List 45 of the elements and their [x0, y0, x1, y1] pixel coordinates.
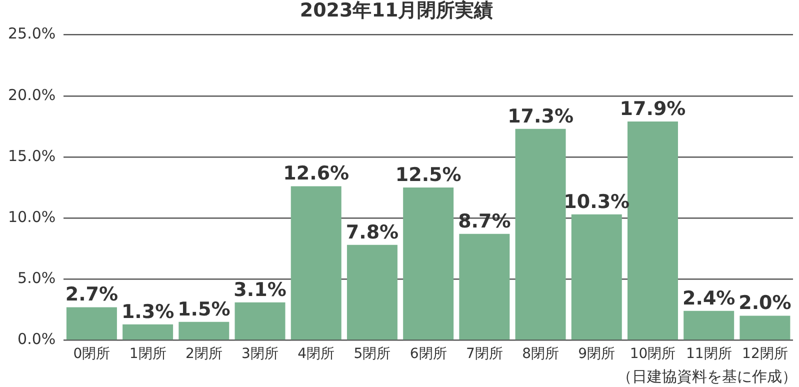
- bar: [740, 316, 790, 340]
- bar: [403, 188, 454, 340]
- bar: [571, 214, 622, 340]
- data-label: 12.6%: [283, 162, 350, 185]
- bar: [515, 128, 566, 340]
- chart-title: 2023年11月閉所実績: [300, 0, 494, 22]
- x-tick-label: 2閉所: [185, 346, 222, 362]
- x-tick-label: 10閉所: [630, 346, 676, 362]
- bar: [66, 307, 117, 340]
- x-tick-label: 4閉所: [298, 346, 335, 362]
- bar: [234, 302, 286, 340]
- y-tick-label: 20.0%: [8, 86, 56, 104]
- data-label: 12.5%: [395, 164, 462, 186]
- x-tick-label: 0閉所: [73, 346, 110, 362]
- bar: [346, 244, 398, 340]
- bar: [459, 234, 510, 340]
- x-tick-label: 11閉所: [686, 346, 732, 362]
- data-label: 7.8%: [346, 221, 399, 244]
- data-label: 2.4%: [682, 287, 736, 310]
- y-tick-label: 0.0%: [18, 330, 56, 348]
- text: （日建協資料を基に作成）: [617, 367, 797, 386]
- bar: [684, 310, 734, 340]
- data-label: 2.7%: [65, 284, 118, 306]
- data-label: 2.0%: [738, 292, 792, 314]
- bar: [290, 186, 342, 340]
- bar: [178, 322, 230, 340]
- data-label: 1.5%: [178, 298, 230, 320]
- x-tick-label: 7閉所: [466, 346, 503, 362]
- y-tick-label: 25.0%: [8, 24, 56, 43]
- x-tick-label: 6閉所: [410, 346, 447, 362]
- x-tick-label: 12閉所: [742, 346, 788, 362]
- bar: [627, 122, 678, 340]
- y-tick-label: 15.0%: [8, 146, 56, 165]
- x-tick-label: 1閉所: [129, 346, 166, 362]
- x-tick-label: 5閉所: [354, 346, 391, 362]
- x-tick-label: 3閉所: [242, 346, 278, 362]
- y-tick-label: 5.0%: [18, 269, 56, 288]
- bar: [122, 324, 174, 340]
- y-tick-label: 10.0%: [8, 208, 56, 226]
- data-label: 1.3%: [121, 300, 174, 323]
- x-tick-label: 8閉所: [522, 346, 559, 362]
- data-label: 17.3%: [508, 105, 574, 128]
- data-label: 17.9%: [620, 98, 686, 120]
- x-tick-label: 9閉所: [578, 346, 616, 362]
- data-label: 3.1%: [234, 278, 286, 301]
